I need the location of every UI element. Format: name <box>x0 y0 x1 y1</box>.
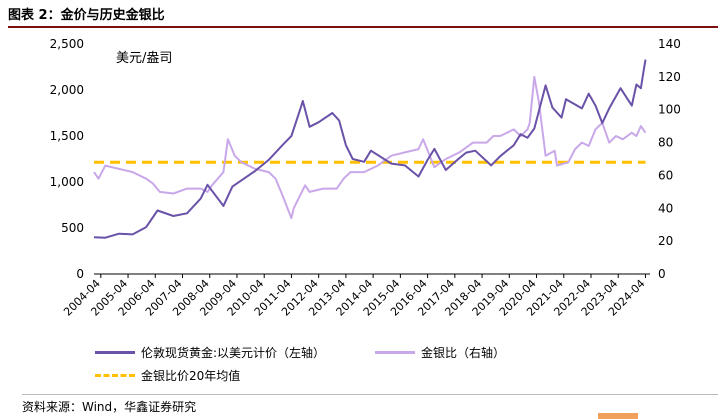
left-axis-ticks: 0 500 1,000 1,500 2,000 2,500 <box>50 37 84 281</box>
unit-label: 美元/盎司 <box>116 51 172 66</box>
right-tick-label: 40 <box>658 201 673 215</box>
right-tick-label: 80 <box>658 136 673 150</box>
left-tick-label: 500 <box>61 221 84 235</box>
gold-silver-ratio-line <box>93 75 647 220</box>
legend-label-gold: 伦敦现货黄金:以美元计价（左轴） <box>141 346 326 360</box>
right-tick-label: 0 <box>658 267 666 281</box>
source-note: 资料来源：Wind，华鑫证券研究 <box>22 400 197 414</box>
right-tick-label: 100 <box>658 103 681 117</box>
legend-swatch-ratio <box>375 351 415 354</box>
series-lines <box>93 59 647 239</box>
right-tick-label: 20 <box>658 234 673 248</box>
right-axis-ticks: 0 20 40 60 80 100 120 140 <box>658 37 681 281</box>
legend-swatch-gold <box>95 351 135 354</box>
legend-label-ratio: 金银比（右轴） <box>421 346 506 360</box>
legend-item-ratio: 金银比（右轴） <box>375 344 505 361</box>
legend-item-gold: 伦敦现货黄金:以美元计价（左轴） <box>95 344 325 361</box>
left-tick-label: 2,000 <box>50 83 84 97</box>
figure-title: 图表 2：金价与历史金银比 <box>8 8 165 23</box>
right-tick-label: 120 <box>658 70 681 84</box>
left-tick-label: 0 <box>76 267 84 281</box>
x-axis-ticks: 2004-042005-042006-042007-042008-042009-… <box>61 274 648 319</box>
legend-label-average: 金银比价20年均值 <box>141 369 241 383</box>
right-tick-label: 140 <box>658 37 681 51</box>
source-rule <box>22 394 718 395</box>
corner-decoration <box>598 413 638 419</box>
right-tick-label: 60 <box>658 168 673 182</box>
left-tick-label: 2,500 <box>50 37 84 51</box>
legend: 伦敦现货黄金:以美元计价（左轴） 金银比（右轴） 金银比价20年均值 <box>95 340 655 384</box>
gold-price-line <box>93 59 647 239</box>
left-tick-label: 1,000 <box>50 175 84 189</box>
title-rule <box>8 26 718 28</box>
legend-swatch-average <box>95 374 135 377</box>
legend-item-average: 金银比价20年均值 <box>95 367 240 384</box>
left-tick-label: 1,500 <box>50 129 84 143</box>
